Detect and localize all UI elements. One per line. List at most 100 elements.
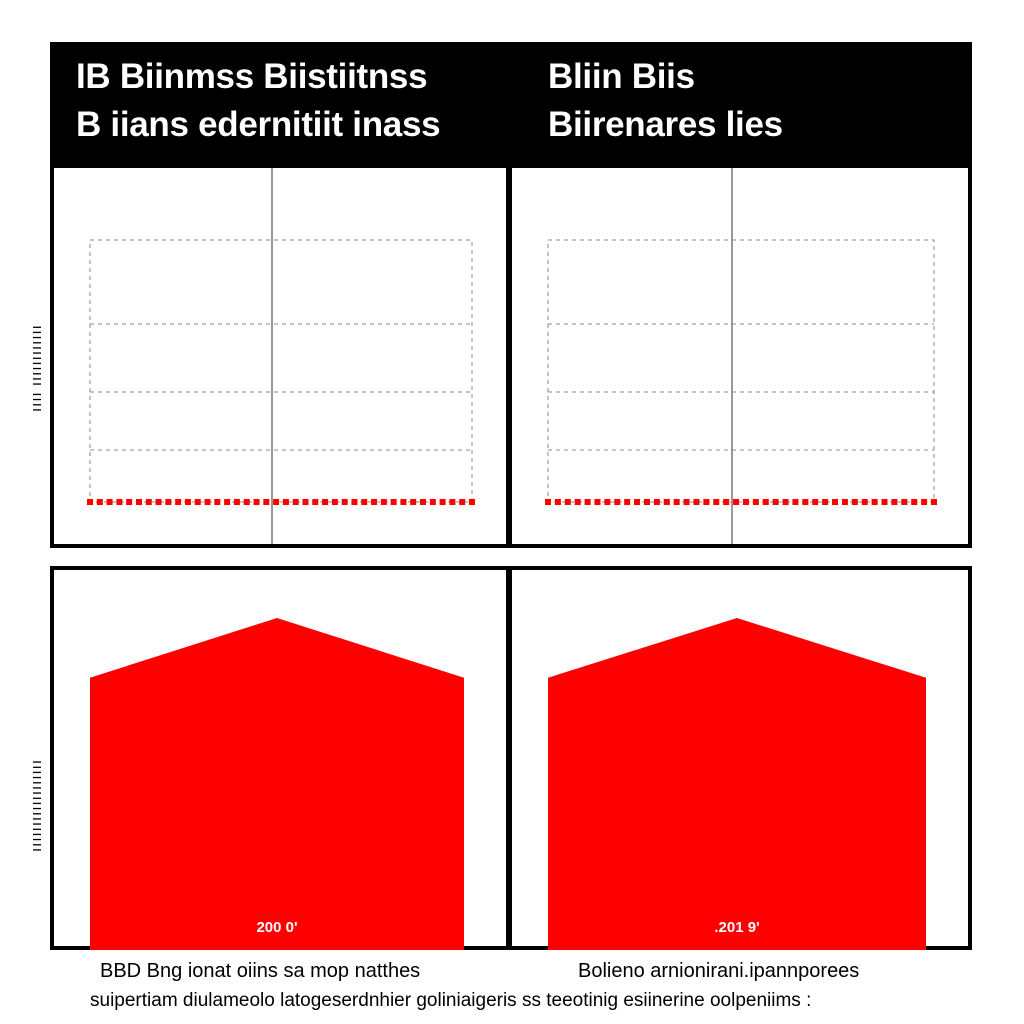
series-point-2 [96, 499, 103, 505]
series-point-14 [214, 499, 221, 505]
series-point-3 [106, 499, 113, 505]
series-point-8 [614, 499, 621, 505]
series-point-6 [135, 499, 142, 505]
series-point-28 [351, 499, 358, 505]
series-point-7 [145, 499, 152, 505]
area-data-label: 200 0' [256, 919, 297, 936]
area-chart-bottom-right: .201 9' [548, 618, 926, 950]
series-point-28 [812, 499, 819, 505]
series-point-33 [861, 499, 868, 505]
series-point-13 [204, 499, 211, 505]
series-point-2 [554, 499, 561, 505]
series-point-13 [663, 499, 670, 505]
series-point-39 [459, 499, 466, 505]
series-point-39 [921, 499, 928, 505]
series-point-18 [253, 499, 260, 505]
series-point-36 [429, 499, 436, 505]
series-point-9 [624, 499, 631, 505]
series-point-36 [891, 499, 898, 505]
series-point-26 [792, 499, 799, 505]
series-point-1 [87, 499, 93, 505]
series-point-5 [584, 499, 591, 505]
series-point-16 [233, 499, 240, 505]
series-point-12 [194, 499, 201, 505]
series-point-22 [292, 499, 299, 505]
series-point-34 [871, 499, 878, 505]
series-point-29 [361, 499, 368, 505]
area-chart-bottom-left: 200 0' [90, 618, 464, 950]
caption-left: BBD Bng ionat oiins sa mop natthes [100, 960, 421, 982]
series-point-31 [380, 499, 387, 505]
series-point-6 [594, 499, 601, 505]
series-point-20 [273, 499, 280, 505]
series-point-33 [400, 499, 407, 505]
series-point-29 [822, 499, 829, 505]
series-point-40 [469, 499, 475, 505]
series-point-10 [634, 499, 641, 505]
bottom-side-axis-label: ıııııııııııııııııı [28, 758, 45, 852]
series-point-19 [723, 499, 730, 505]
series-point-4 [116, 499, 123, 505]
series-point-31 [841, 499, 848, 505]
series-point-35 [420, 499, 427, 505]
series-point-15 [224, 499, 231, 505]
series-point-32 [851, 499, 858, 505]
series-point-38 [911, 499, 918, 505]
caption-bottom: suipertiam diulameolo latogeserdnhier go… [90, 990, 812, 1011]
series-point-18 [713, 499, 720, 505]
series-point-27 [802, 499, 809, 505]
series-point-15 [683, 499, 690, 505]
line-chart-top-right [545, 168, 937, 544]
series-point-23 [302, 499, 309, 505]
series-point-11 [184, 499, 191, 505]
series-point-21 [742, 499, 749, 505]
series-point-3 [564, 499, 571, 505]
plot-frame [89, 239, 473, 503]
caption-right: Bolieno arnionirani.ipannporees [578, 960, 860, 982]
series-point-26 [331, 499, 338, 505]
series-point-24 [772, 499, 779, 505]
right-title-line-1: Bliin Biis [548, 57, 695, 96]
panel-top-right [508, 164, 972, 548]
series-point-9 [165, 499, 172, 505]
series-point-22 [752, 499, 759, 505]
left-title-line-1: IB Biinmss Biistiitnss [76, 57, 428, 96]
series-point-23 [762, 499, 769, 505]
series-point-16 [693, 499, 700, 505]
series-point-21 [282, 499, 289, 505]
series-point-25 [782, 499, 789, 505]
series-point-27 [341, 499, 348, 505]
series-point-34 [410, 499, 417, 505]
series-point-7 [604, 499, 611, 505]
panel-bottom-right: .201 9' [508, 566, 972, 950]
series-point-35 [881, 499, 888, 505]
header-bar: IB Biinmss Biistiitnss B iians edernitii… [50, 42, 972, 166]
line-chart-top-left [87, 168, 475, 544]
series-point-12 [653, 499, 660, 505]
area-data-label: .201 9' [714, 919, 759, 936]
plot-frame [547, 239, 935, 503]
top-side-axis-label: ıııı ıııııııııııı [28, 324, 45, 412]
series-point-14 [673, 499, 680, 505]
series-point-1 [545, 499, 551, 505]
panel-top-left [50, 164, 510, 548]
series-point-37 [901, 499, 908, 505]
series-point-20 [733, 499, 740, 505]
series-point-17 [703, 499, 710, 505]
series-point-17 [243, 499, 250, 505]
series-point-11 [643, 499, 650, 505]
series-point-19 [263, 499, 270, 505]
left-title-line-2: B iians edernitiit inass [76, 105, 441, 144]
series-point-30 [832, 499, 839, 505]
right-title-line-2: Biirenares lies [548, 105, 783, 144]
series-point-5 [126, 499, 133, 505]
series-point-30 [371, 499, 378, 505]
series-point-8 [155, 499, 162, 505]
series-point-4 [574, 499, 581, 505]
series-point-24 [312, 499, 319, 505]
series-point-40 [931, 499, 937, 505]
series-point-32 [390, 499, 397, 505]
panel-bottom-left: 200 0' [50, 566, 510, 950]
area-fill [548, 618, 926, 950]
series-point-37 [439, 499, 446, 505]
